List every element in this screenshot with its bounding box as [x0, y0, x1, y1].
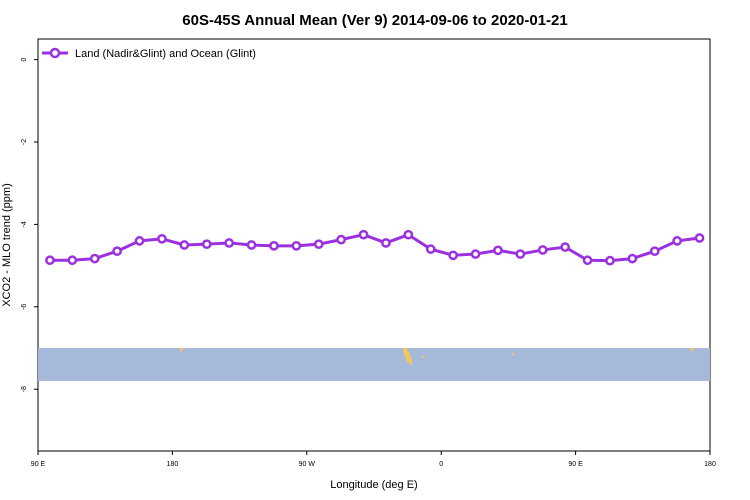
y-tick-label: -4	[21, 221, 28, 227]
data-point	[313, 239, 324, 250]
data-point	[67, 255, 78, 266]
data-point	[493, 245, 503, 256]
x-tick-label: 180	[704, 461, 716, 468]
x-axis-title: Longitude (deg E)	[330, 479, 417, 491]
data-point	[246, 240, 257, 250]
data-point	[157, 233, 167, 244]
land-patch	[422, 355, 425, 358]
data-point	[582, 255, 593, 266]
chart-title: 60S-45S Annual Mean (Ver 9) 2014-09-06 t…	[182, 12, 567, 29]
y-axis-title: XCO2 - MLO trend (ppm)	[1, 183, 13, 306]
data-point	[403, 229, 414, 240]
data-point	[605, 255, 615, 266]
x-tick-label: 90 E	[568, 461, 583, 468]
y-tick-label: -8	[21, 386, 28, 392]
data-point	[291, 240, 302, 251]
data-point	[672, 236, 682, 246]
data-point	[89, 253, 100, 264]
data-point	[336, 234, 346, 245]
y-tick-label: -6	[21, 304, 28, 310]
land-patch	[511, 353, 514, 356]
y-axis: 0 -2 -4 -6 -8	[21, 58, 38, 392]
data-point	[224, 238, 234, 248]
land-patch	[690, 348, 694, 351]
data-point	[425, 244, 436, 254]
land-patch	[409, 358, 413, 365]
data-point	[179, 240, 190, 250]
x-tick-label: 90 W	[299, 461, 316, 468]
legend-marker-swatch	[49, 47, 61, 59]
land-patch	[179, 348, 183, 351]
data-point	[448, 250, 458, 261]
y-tick-label: -2	[21, 139, 28, 145]
data-point	[560, 242, 570, 252]
x-tick-label: 0	[439, 461, 443, 468]
data-point	[381, 238, 391, 248]
data-point	[515, 249, 526, 259]
data-point	[45, 255, 55, 266]
data-point	[627, 253, 638, 264]
legend: Land (Nadir&Glint) and Ocean (Glint)	[42, 47, 256, 60]
land-patch	[406, 354, 411, 362]
data-point	[694, 233, 705, 243]
x-tick-label: 90 E	[31, 461, 46, 468]
data-point	[112, 246, 122, 257]
x-tick-label: 180	[167, 461, 179, 468]
legend-label: Land (Nadir&Glint) and Ocean (Glint)	[75, 48, 256, 60]
data-point	[358, 229, 369, 240]
series-layer	[45, 229, 705, 266]
plot-frame	[37, 38, 711, 452]
map-band	[38, 348, 710, 381]
data-point	[537, 245, 548, 255]
x-axis: 90 E 180 90 W 0 90 E 180	[31, 451, 716, 468]
ocean-band	[38, 348, 710, 381]
y-tick-label: 0	[21, 58, 28, 62]
data-point	[470, 249, 481, 259]
land-patch	[404, 351, 410, 358]
data-point	[649, 246, 660, 257]
data-point	[134, 236, 145, 246]
land-patch	[403, 348, 408, 353]
series-line	[49, 233, 700, 263]
data-point	[269, 240, 279, 251]
data-point	[201, 239, 212, 250]
